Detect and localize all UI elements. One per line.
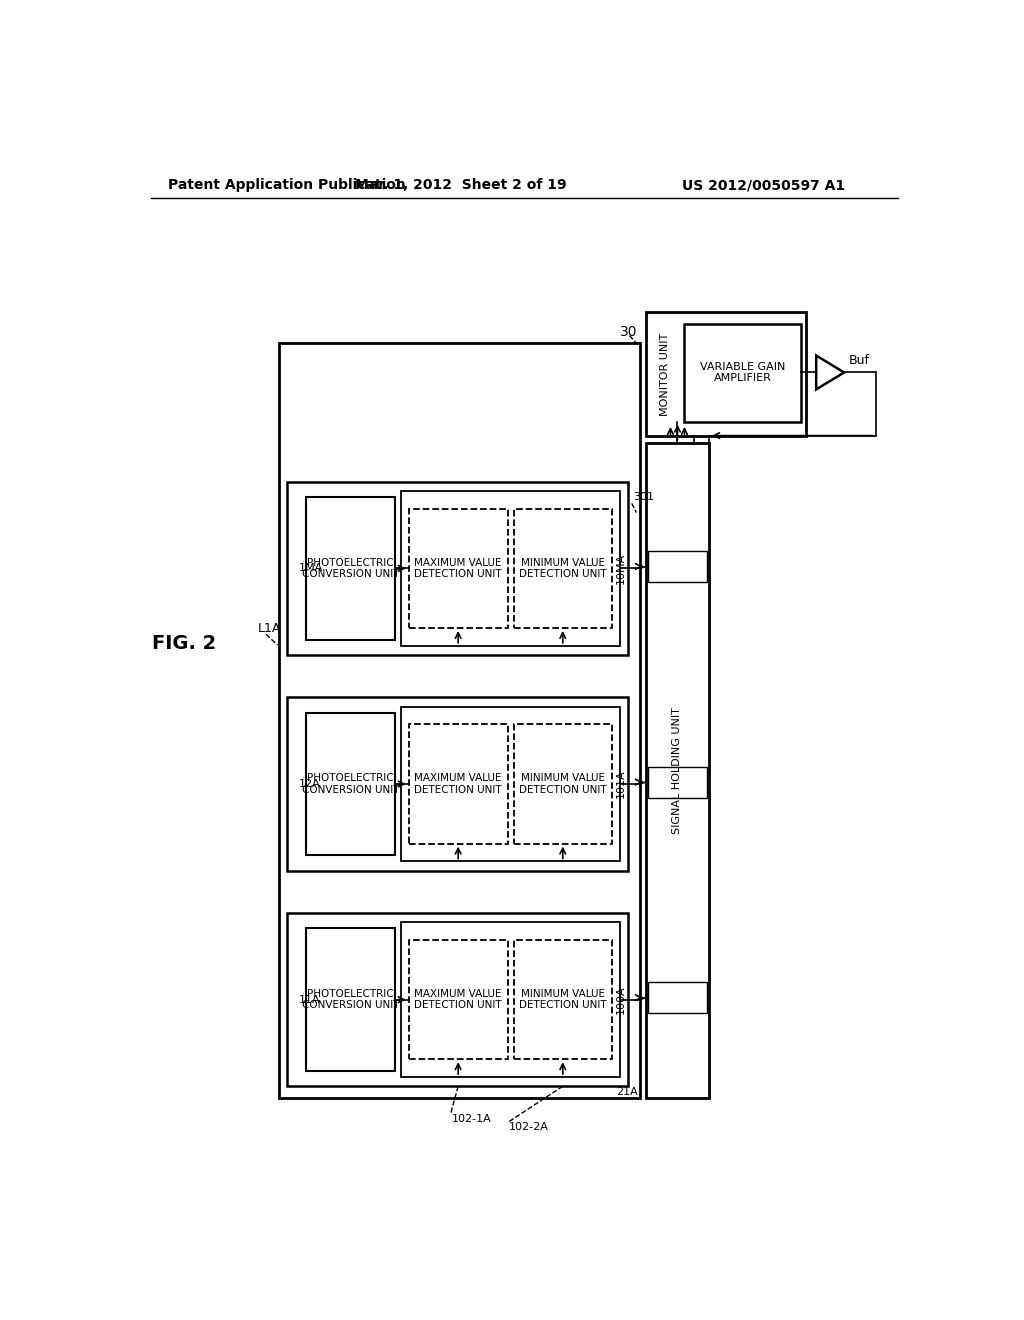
Text: L1A: L1A [258,622,282,635]
Text: SIGNAL HOLDING UNIT: SIGNAL HOLDING UNIT [673,708,682,834]
Text: MINIMUM VALUE
DETECTION UNIT: MINIMUM VALUE DETECTION UNIT [519,989,606,1010]
Bar [646,444,710,1098]
Text: VARIABLE GAIN
AMPLIFIER: VARIABLE GAIN AMPLIFIER [699,362,785,383]
Bar [409,725,508,843]
Bar [409,508,508,628]
Text: 10MA: 10MA [615,553,626,583]
Text: 21A: 21A [616,1086,638,1097]
Text: 102-1A: 102-1A [452,1114,492,1125]
Bar [306,928,395,1071]
Bar [648,767,707,797]
Text: MINIMUM VALUE
DETECTION UNIT: MINIMUM VALUE DETECTION UNIT [519,774,606,795]
Bar [684,323,801,422]
Text: 102-2A: 102-2A [509,1122,549,1133]
Bar [648,982,707,1014]
Bar [648,552,707,582]
Bar [400,923,621,1077]
Text: MAXIMUM VALUE
DETECTION UNIT: MAXIMUM VALUE DETECTION UNIT [415,557,502,579]
Text: MAXIMUM VALUE
DETECTION UNIT: MAXIMUM VALUE DETECTION UNIT [415,774,502,795]
Text: 101A: 101A [615,770,626,799]
Bar [280,343,640,1098]
Bar [409,940,508,1059]
Bar [400,706,621,862]
Text: 30: 30 [621,325,638,339]
Bar [287,697,628,871]
Bar [514,940,612,1059]
Bar [287,482,628,655]
Text: Buf: Buf [849,354,869,367]
Text: PHOTOELECTRIC
CONVERSION UNIT: PHOTOELECTRIC CONVERSION UNIT [302,989,399,1010]
Bar [514,725,612,843]
Text: PHOTOELECTRIC
CONVERSION UNIT: PHOTOELECTRIC CONVERSION UNIT [302,774,399,795]
Text: FIG. 2: FIG. 2 [152,634,216,653]
Text: 301: 301 [633,492,654,502]
Text: Mar. 1, 2012  Sheet 2 of 19: Mar. 1, 2012 Sheet 2 of 19 [355,178,567,193]
Bar [514,508,612,628]
Text: 1MA: 1MA [299,564,323,573]
Bar [400,491,621,645]
Bar [646,313,806,436]
Text: 100A: 100A [615,985,626,1014]
Text: PHOTOELECTRIC
CONVERSION UNIT: PHOTOELECTRIC CONVERSION UNIT [302,557,399,579]
Bar [306,498,395,640]
Text: US 2012/0050597 A1: US 2012/0050597 A1 [682,178,845,193]
Bar [306,713,395,855]
Text: MAXIMUM VALUE
DETECTION UNIT: MAXIMUM VALUE DETECTION UNIT [415,989,502,1010]
Text: Patent Application Publication: Patent Application Publication [168,178,407,193]
Bar [287,913,628,1086]
Text: MINIMUM VALUE
DETECTION UNIT: MINIMUM VALUE DETECTION UNIT [519,557,606,579]
Text: MONITOR UNIT: MONITOR UNIT [660,333,670,416]
Text: 12A: 12A [299,779,321,789]
Text: 11A: 11A [299,995,321,1005]
